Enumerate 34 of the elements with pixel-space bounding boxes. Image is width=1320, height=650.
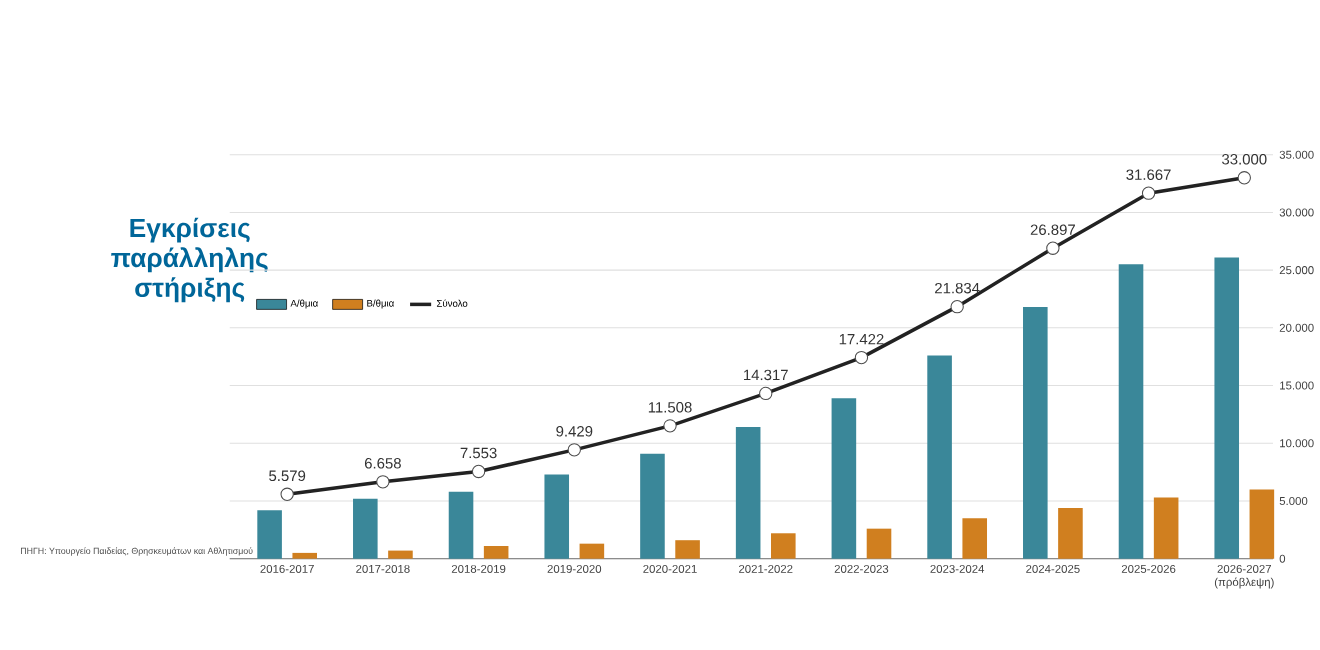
point xyxy=(567,443,581,457)
bar xyxy=(448,491,474,559)
bar xyxy=(866,528,892,559)
bar xyxy=(353,498,378,559)
point xyxy=(376,475,390,489)
point xyxy=(1046,241,1060,255)
point xyxy=(950,300,964,314)
point xyxy=(1237,171,1251,185)
bar xyxy=(1249,489,1275,559)
point xyxy=(471,464,486,479)
bar xyxy=(544,474,570,559)
text: Εγκρίσεις παράλληλης στήριξης xyxy=(111,217,268,303)
bar xyxy=(962,518,988,559)
bar xyxy=(388,550,413,559)
bar xyxy=(831,398,857,559)
bar xyxy=(579,543,605,559)
bar xyxy=(1058,507,1083,559)
point xyxy=(1141,186,1156,200)
point xyxy=(663,419,677,433)
bar xyxy=(927,355,952,559)
bar xyxy=(735,427,761,559)
bar xyxy=(1214,257,1240,559)
point xyxy=(854,350,869,365)
bar xyxy=(257,510,282,559)
bar xyxy=(640,453,665,559)
bar xyxy=(675,540,700,559)
bar xyxy=(1023,307,1048,559)
bar xyxy=(1153,497,1179,559)
bar xyxy=(483,546,509,559)
point xyxy=(759,386,773,401)
point xyxy=(280,487,294,502)
bar xyxy=(771,533,796,559)
bar xyxy=(1118,264,1144,559)
bar xyxy=(292,552,318,559)
